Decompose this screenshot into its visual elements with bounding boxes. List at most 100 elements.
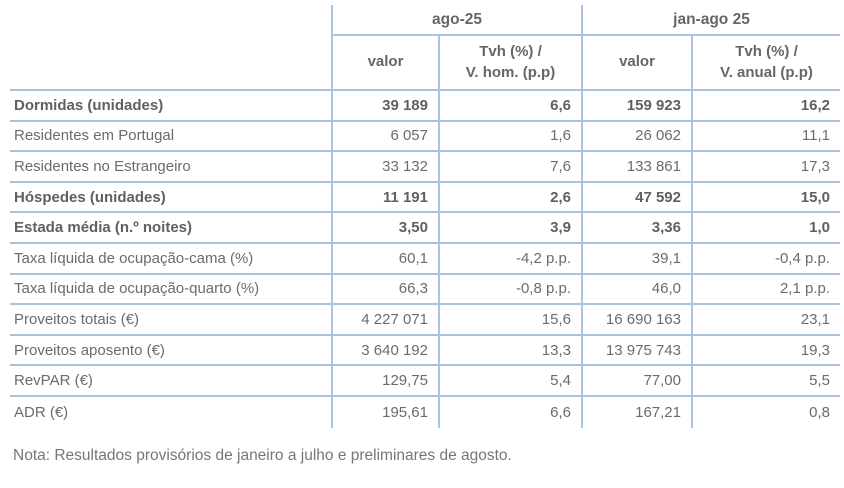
cell-janago-valor: 16 690 163: [583, 305, 693, 336]
row-label-text: Taxa líquida de ocupação-cama (%): [14, 249, 254, 267]
cell-janago-tvh: 19,3: [693, 336, 840, 367]
cell-janago-tvh: 0,8: [693, 397, 840, 428]
cell-ago-valor: 4 227 071: [333, 305, 440, 336]
cell-value: 3,50: [398, 219, 428, 237]
cell-janago-tvh: 16,2: [693, 91, 840, 122]
cell-ago-tvh: 5,4: [440, 366, 583, 397]
cell-janago-valor: 133 861: [583, 152, 693, 183]
cell-ago-tvh: 6,6: [440, 396, 583, 428]
cell-janago-tvh: 2,1 p.p.: [693, 275, 840, 306]
cell-ago-tvh: 2,6: [440, 182, 583, 214]
cell-janago-tvh: 17,3: [693, 152, 840, 183]
cell-janago-tvh: 15,0: [693, 183, 840, 214]
cell-value: 2,6: [550, 188, 571, 206]
footnote: Nota: Resultados provisórios de janeiro …: [13, 447, 512, 464]
row-label: Proveitos totais (€): [10, 305, 333, 336]
cell-ago-valor: 60,1: [333, 243, 440, 275]
cell-ago-valor: 11 191: [333, 182, 440, 214]
cell-value: -4,2 p.p.: [515, 249, 571, 267]
row-label-text: Hóspedes (unidades): [14, 188, 166, 206]
cell-value: 15,6: [541, 310, 571, 328]
cell-value: 133 861: [626, 157, 681, 175]
row-label-text: Proveitos totais (€): [14, 310, 140, 328]
cell-value: 16 690 163: [605, 310, 681, 328]
row-label: RevPAR (€): [10, 366, 333, 397]
cell-value: 1,0: [809, 219, 830, 237]
cell-ago-tvh: 15,6: [440, 305, 583, 336]
row-label-text: Estada média (n.º noites): [14, 219, 193, 237]
cell-ago-tvh: -4,2 p.p.: [440, 243, 583, 275]
cell-janago-tvh: 23,1: [693, 305, 840, 336]
cell-value: 39,1: [651, 249, 681, 267]
cell-value: 129,75: [382, 372, 428, 390]
header-valor-janago: valor: [583, 36, 693, 91]
cell-value: 77,00: [643, 372, 681, 390]
cell-value: 5,5: [809, 372, 830, 390]
cell-janago-tvh: 11,1: [693, 122, 840, 153]
cell-value: 6,6: [550, 96, 571, 114]
cell-value: 60,1: [398, 249, 428, 267]
cell-janago-valor: 13 975 743: [583, 335, 693, 367]
header-spacer: [10, 36, 333, 91]
row-label: Estada média (n.º noites): [10, 213, 333, 244]
cell-janago-valor: 46,0: [583, 274, 693, 306]
cell-value: 33 132: [382, 157, 428, 175]
cell-ago-valor: 195,61: [333, 396, 440, 428]
cell-value: 39 189: [382, 96, 428, 114]
cell-value: 26 062: [635, 127, 681, 145]
cell-value: 6,6: [550, 403, 571, 421]
header-valor-ago: valor: [333, 36, 440, 91]
cell-value: 46,0: [651, 280, 681, 298]
cell-value: 159 923: [626, 96, 681, 114]
cell-value: 16,2: [800, 96, 830, 114]
cell-value: 6 057: [390, 127, 428, 145]
cell-ago-tvh: -0,8 p.p.: [440, 274, 583, 306]
cell-value: 3,9: [550, 219, 571, 237]
row-label: Taxa líquida de ocupação-quarto (%): [10, 274, 333, 306]
header-tvh-ago: Tvh (%) / V. hom. (p.p): [440, 36, 583, 91]
header-group-ago: ago-25: [333, 5, 583, 36]
cell-value: 7,6: [550, 157, 571, 175]
cell-janago-valor: 47 592: [583, 182, 693, 214]
cell-value: 11 191: [382, 188, 428, 206]
cell-value: 13 975 743: [605, 341, 681, 359]
cell-ago-tvh: 7,6: [440, 152, 583, 183]
cell-ago-tvh: 1,6: [440, 121, 583, 153]
row-label: Dormidas (unidades): [10, 91, 333, 122]
cell-ago-valor: 3 640 192: [333, 335, 440, 367]
cell-ago-tvh: 6,6: [440, 91, 583, 122]
cell-value: 66,3: [398, 280, 428, 298]
header-tvh-janago: Tvh (%) / V. anual (p.p): [693, 36, 840, 91]
row-label: Taxa líquida de ocupação-cama (%): [10, 243, 333, 275]
cell-janago-valor: 26 062: [583, 121, 693, 153]
cell-value: 11,1: [801, 127, 830, 145]
cell-value: 19,3: [800, 341, 830, 359]
cell-janago-tvh: -0,4 p.p.: [693, 244, 840, 275]
cell-value: -0,8 p.p.: [515, 280, 571, 298]
row-label: ADR (€): [10, 396, 333, 428]
cell-value: 23,1: [800, 310, 830, 328]
cell-value: 2,1 p.p.: [779, 280, 830, 298]
stats-table: ago-25 jan-ago 25 valor Tvh (%) / V. hom…: [10, 5, 840, 428]
cell-ago-valor: 33 132: [333, 152, 440, 183]
cell-value: 3 640 192: [361, 341, 428, 359]
cell-janago-valor: 3,36: [583, 213, 693, 244]
cell-value: -0,4 p.p.: [774, 249, 830, 267]
row-label: Residentes no Estrangeiro: [10, 152, 333, 183]
cell-janago-valor: 159 923: [583, 91, 693, 122]
cell-janago-valor: 39,1: [583, 243, 693, 275]
header-spacer: [10, 5, 333, 36]
cell-janago-valor: 167,21: [583, 396, 693, 428]
cell-ago-tvh: 13,3: [440, 335, 583, 367]
cell-value: 13,3: [541, 341, 571, 359]
cell-value: 5,4: [550, 372, 571, 390]
cell-value: 4 227 071: [361, 310, 428, 328]
cell-value: 47 592: [635, 188, 681, 206]
row-label-text: Residentes no Estrangeiro: [14, 157, 191, 175]
cell-ago-valor: 6 057: [333, 121, 440, 153]
cell-value: 0,8: [809, 403, 830, 421]
row-label-text: Proveitos aposento (€): [14, 341, 165, 359]
cell-ago-tvh: 3,9: [440, 213, 583, 244]
cell-value: 167,21: [635, 403, 681, 421]
cell-value: 17,3: [800, 157, 830, 175]
